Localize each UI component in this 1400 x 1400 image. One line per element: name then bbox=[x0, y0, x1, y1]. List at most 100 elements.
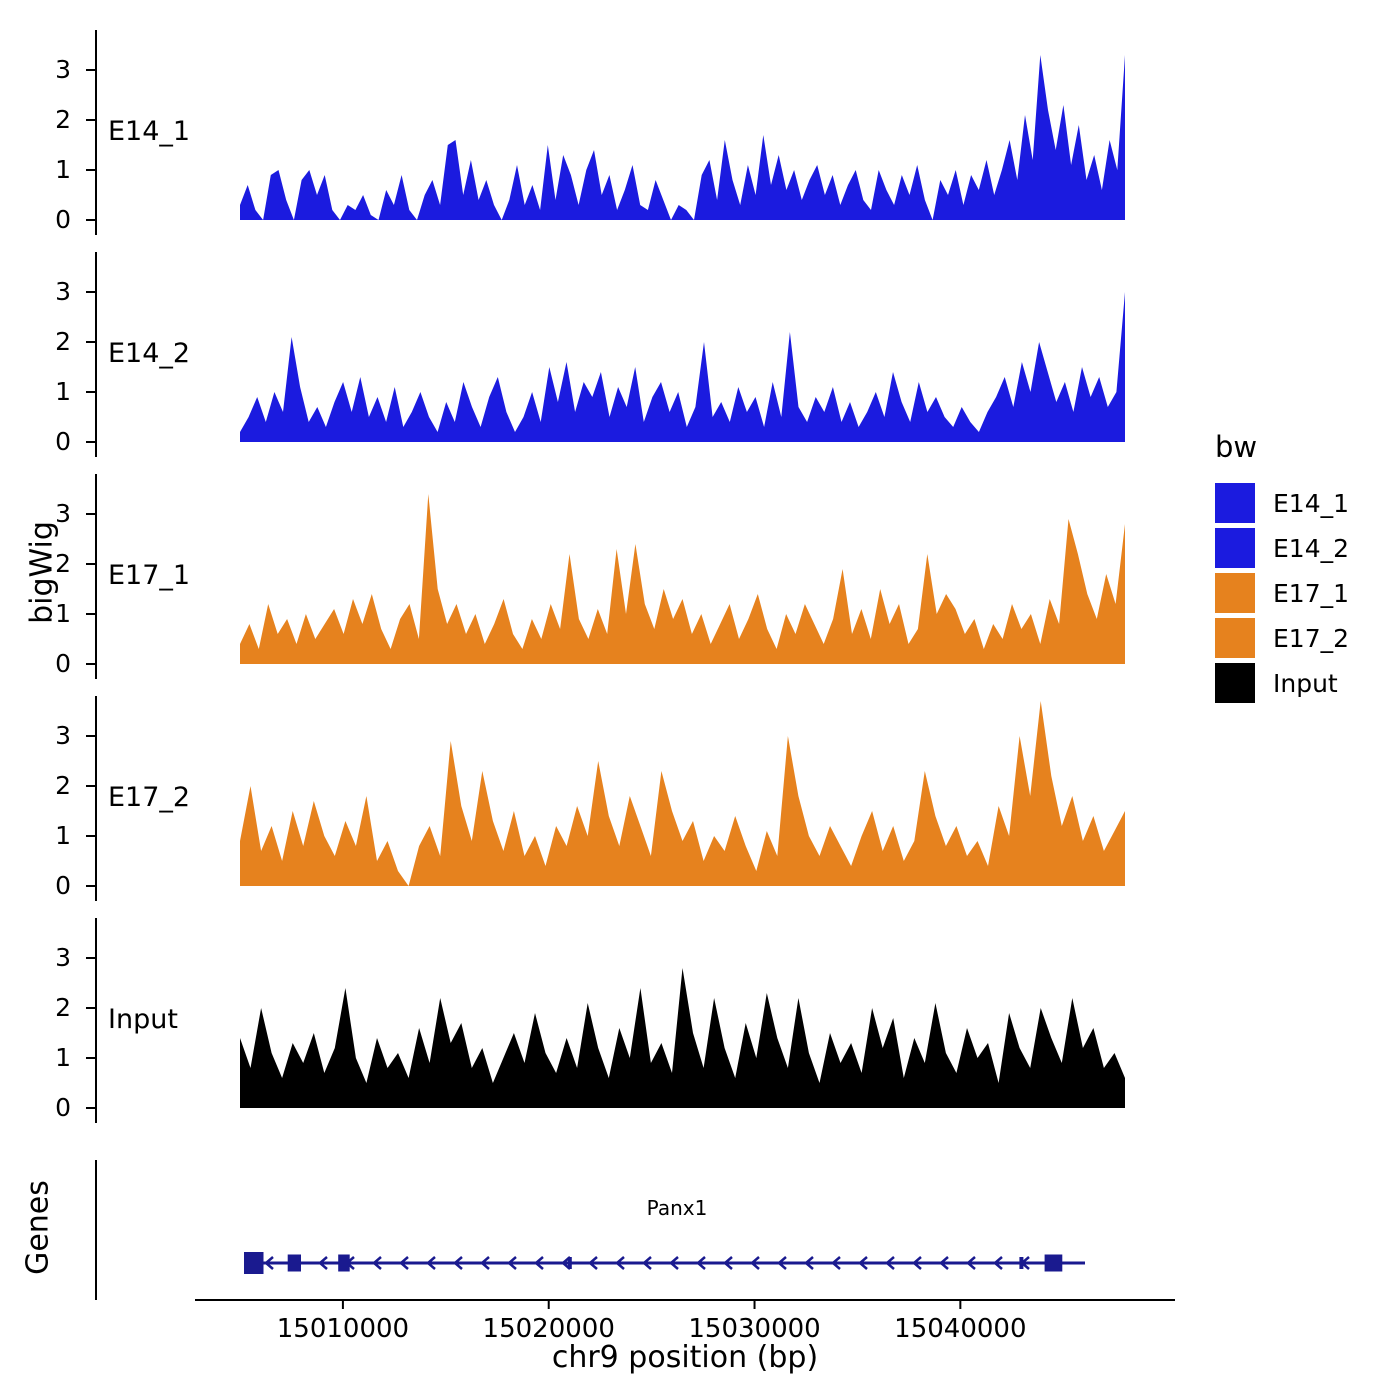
y-tick-label: 2 bbox=[55, 549, 71, 578]
y-tick-mark bbox=[86, 1057, 95, 1059]
strand-arrow-icon bbox=[615, 1256, 625, 1270]
y-tick-mark bbox=[86, 119, 95, 121]
strand-arrow-icon bbox=[912, 1256, 922, 1270]
legend-title: bw bbox=[1215, 430, 1258, 464]
track-panel-e17-2: 0 1 2 3 E17_2 bbox=[0, 696, 1400, 901]
y-tick-mark bbox=[86, 563, 95, 565]
y-tick-mark bbox=[86, 1007, 95, 1009]
y-tick-mark bbox=[86, 785, 95, 787]
y-tick-mark bbox=[86, 1107, 95, 1109]
y-tick-label: 0 bbox=[55, 871, 71, 900]
y-axis-ticks: 0 1 2 3 bbox=[0, 30, 95, 235]
y-tick-mark bbox=[86, 735, 95, 737]
legend-swatch bbox=[1215, 573, 1255, 613]
legend: bw E14_1 E14_2 E17_1 E17_2 Input bbox=[1215, 430, 1395, 707]
gene-exon bbox=[1044, 1254, 1063, 1272]
strand-arrow-icon bbox=[372, 1256, 382, 1270]
y-tick-mark bbox=[86, 219, 95, 221]
legend-swatch bbox=[1215, 483, 1255, 523]
strand-arrow-icon bbox=[885, 1256, 895, 1270]
signal-area-input bbox=[240, 968, 1125, 1108]
y-tick-label: 1 bbox=[55, 155, 71, 184]
legend-key-e17_2: E17_2 bbox=[1215, 617, 1395, 659]
y-tick-mark bbox=[86, 613, 95, 615]
track-label: Input bbox=[108, 1004, 178, 1035]
y-axis-line bbox=[95, 252, 97, 457]
x-axis: 15010000 15020000 15030000 15040000 bbox=[195, 1299, 1175, 1344]
track-label: E14_2 bbox=[108, 338, 191, 369]
signal-area-e17-1 bbox=[240, 494, 1125, 664]
y-tick-mark bbox=[86, 663, 95, 665]
legend-swatch bbox=[1215, 663, 1255, 703]
y-tick-label: 2 bbox=[55, 327, 71, 356]
track-label: E17_1 bbox=[108, 560, 191, 591]
strand-arrow-icon bbox=[669, 1256, 679, 1270]
y-tick-mark bbox=[86, 69, 95, 71]
x-tick-label: 15030000 bbox=[688, 1314, 820, 1344]
strand-arrow-icon bbox=[561, 1256, 571, 1270]
y-axis-ticks: 0 1 2 3 bbox=[0, 696, 95, 901]
y-axis-line bbox=[95, 474, 97, 679]
strand-arrow-icon bbox=[777, 1256, 787, 1270]
y-tick-mark bbox=[86, 291, 95, 293]
strand-arrow-icon bbox=[831, 1256, 841, 1270]
legend-key-e14_2: E14_2 bbox=[1215, 527, 1395, 569]
y-tick-label: 3 bbox=[55, 943, 71, 972]
strand-arrow-icon bbox=[264, 1256, 274, 1270]
legend-swatch bbox=[1215, 528, 1255, 568]
y-tick-label: 0 bbox=[55, 427, 71, 456]
y-tick-label: 3 bbox=[55, 55, 71, 84]
legend-label: Input bbox=[1273, 668, 1338, 698]
y-tick-mark bbox=[86, 391, 95, 393]
y-tick-label: 3 bbox=[55, 721, 71, 750]
y-tick-label: 3 bbox=[55, 277, 71, 306]
strand-arrow-icon bbox=[804, 1256, 814, 1270]
track-label: E14_1 bbox=[108, 116, 191, 147]
y-tick-label: 2 bbox=[55, 993, 71, 1022]
y-tick-mark bbox=[86, 957, 95, 959]
y-tick-label: 0 bbox=[55, 1093, 71, 1122]
genes-axis-line bbox=[95, 1160, 97, 1300]
strand-arrow-icon bbox=[480, 1256, 490, 1270]
gene-exon bbox=[338, 1254, 350, 1272]
strand-arrow-icon bbox=[723, 1256, 733, 1270]
gene-exon bbox=[244, 1252, 264, 1274]
strand-arrow-icon bbox=[588, 1256, 598, 1270]
legend-key-e17_1: E17_1 bbox=[1215, 572, 1395, 614]
track-panel-e17-1: 0 1 2 3 E17_1 bbox=[0, 474, 1400, 679]
gene-exon bbox=[1019, 1257, 1024, 1269]
y-tick-mark bbox=[86, 513, 95, 515]
legend-swatch bbox=[1215, 618, 1255, 658]
y-tick-label: 1 bbox=[55, 377, 71, 406]
legend-key-e14_1: E14_1 bbox=[1215, 482, 1395, 524]
signal-area-e17-2 bbox=[240, 701, 1125, 886]
strand-arrow-icon bbox=[858, 1256, 868, 1270]
y-axis-line bbox=[95, 30, 97, 235]
gene-exon bbox=[567, 1257, 572, 1269]
genes-panel: Panx1 bbox=[0, 1160, 1400, 1300]
strand-arrow-icon bbox=[507, 1256, 517, 1270]
track-panel-e14-2: 0 1 2 3 E14_2 bbox=[0, 252, 1400, 457]
legend-label: E17_1 bbox=[1273, 578, 1350, 608]
strand-arrow-icon bbox=[993, 1256, 1003, 1270]
y-axis-ticks: 0 1 2 3 bbox=[0, 918, 95, 1123]
strand-arrow-icon bbox=[318, 1256, 328, 1270]
x-tick-label: 15010000 bbox=[277, 1314, 409, 1344]
y-tick-mark bbox=[86, 441, 95, 443]
strand-arrow-icon bbox=[426, 1256, 436, 1270]
strand-arrow-icon bbox=[966, 1256, 976, 1270]
y-tick-label: 3 bbox=[55, 499, 71, 528]
strand-arrow-icon bbox=[453, 1256, 463, 1270]
y-axis-ticks: 0 1 2 3 bbox=[0, 252, 95, 457]
y-tick-label: 1 bbox=[55, 1043, 71, 1072]
y-tick-label: 2 bbox=[55, 771, 71, 800]
y-tick-label: 1 bbox=[55, 599, 71, 628]
y-tick-label: 1 bbox=[55, 821, 71, 850]
strand-arrow-icon bbox=[696, 1256, 706, 1270]
gene-exon bbox=[287, 1254, 301, 1272]
legend-label: E14_1 bbox=[1273, 488, 1350, 518]
y-tick-mark bbox=[86, 885, 95, 887]
track-panel-e14-1: 0 1 2 3 E14_1 bbox=[0, 30, 1400, 235]
legend-label: E17_2 bbox=[1273, 623, 1350, 653]
signal-area-e14-1 bbox=[240, 55, 1125, 220]
